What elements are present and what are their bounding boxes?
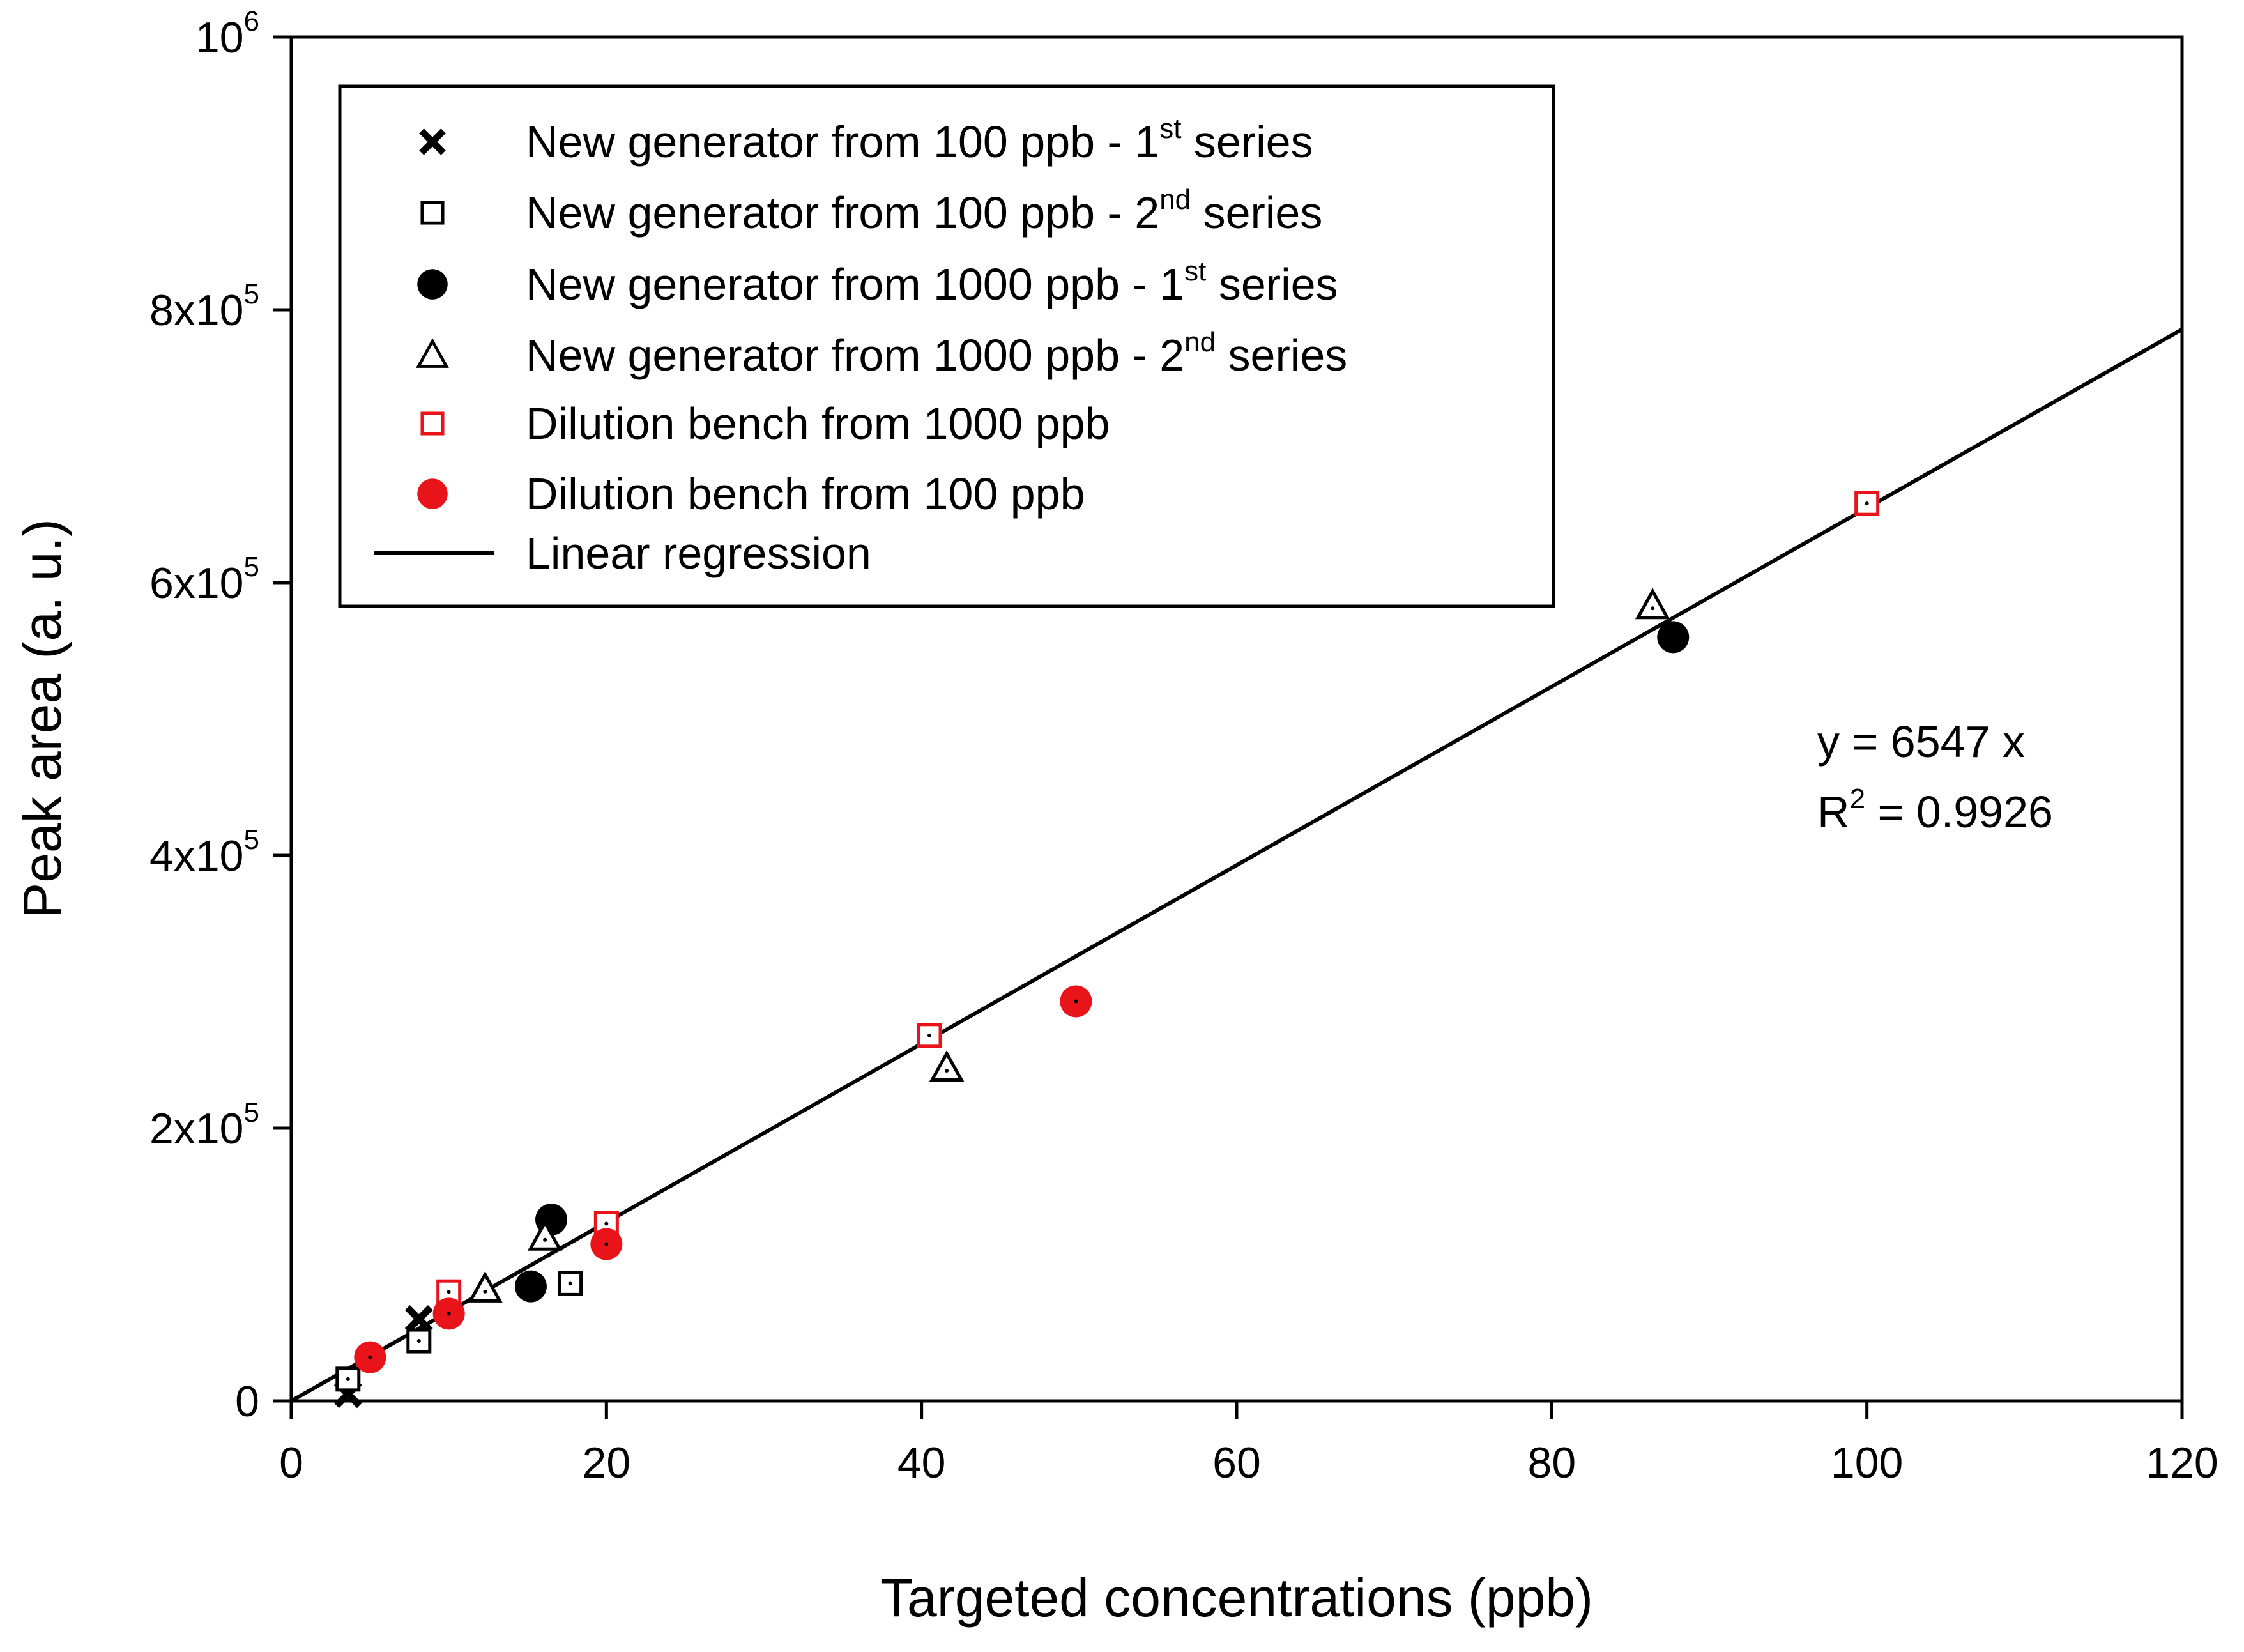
- series-6: [354, 985, 1092, 1373]
- x-tick-label: 100: [1831, 1439, 1903, 1487]
- data-points: [333, 491, 1880, 1409]
- legend-marker: [417, 478, 448, 509]
- x-tick-label: 80: [1528, 1439, 1576, 1487]
- y-tick-label-exponent: 5: [244, 279, 259, 310]
- data-point: [335, 1366, 361, 1392]
- legend-label: New generator from 1000 ppb - 2nd series: [526, 326, 1347, 380]
- data-point: [1060, 985, 1092, 1018]
- series-2: [335, 1271, 583, 1392]
- r-squared-text: R2 = 0.9926: [1817, 783, 2053, 837]
- y-tick-label-base: 2x10: [149, 1105, 243, 1153]
- y-tick-label-base: 4x10: [149, 832, 243, 880]
- series-4: [468, 588, 1670, 1303]
- y-tick-label-exponent: 6: [244, 6, 259, 37]
- data-point: [1657, 621, 1690, 654]
- series-3: [514, 621, 1690, 1303]
- legend-label: Dilution bench from 1000 ppb: [526, 399, 1110, 448]
- y-tick-label: 4x105: [149, 824, 259, 880]
- legend-label: New generator from 100 ppb - 1st series: [526, 113, 1313, 167]
- x-tick-label: 20: [583, 1439, 631, 1487]
- data-point: [917, 1023, 942, 1048]
- x-tick-label: 60: [1212, 1439, 1261, 1487]
- data-point: [590, 1228, 623, 1260]
- data-point: [1635, 588, 1670, 620]
- legend-marker: [420, 201, 445, 225]
- r-squared-value: = 0.9926: [1865, 787, 2053, 837]
- x-tick-label: 120: [2146, 1439, 2218, 1487]
- x-axis-title: Targeted concentrations (ppb): [880, 1568, 1593, 1628]
- legend-marker: [416, 338, 449, 368]
- equation-text: y = 6547 x: [1817, 717, 2025, 767]
- legend: New generator from 100 ppb - 1st series N…: [338, 84, 1555, 608]
- y-tick-label-exponent: 5: [244, 824, 259, 855]
- y-tick-label-base: 6x10: [149, 559, 243, 608]
- y-tick-label-exponent: 5: [244, 551, 259, 583]
- y-tick-label: 0: [235, 1377, 259, 1426]
- data-point: [468, 1271, 503, 1303]
- legend-box: [338, 84, 1555, 608]
- r-squared-superscript: 2: [1850, 783, 1865, 815]
- y-tick-label-exponent: 5: [244, 1097, 259, 1128]
- data-point: [404, 1305, 433, 1333]
- legend-marker: [420, 411, 445, 436]
- data-point: [406, 1328, 432, 1354]
- y-tick-label-base: 8x10: [149, 286, 243, 335]
- y-tick-label: 2x105: [149, 1097, 259, 1153]
- x-axis-ticks: 0 20 40 60 80 100 120: [279, 1401, 2218, 1487]
- y-tick-label-base: 10: [195, 13, 244, 62]
- legend-marker: [419, 128, 446, 155]
- y-axis-title: Peak area (a. u.): [12, 519, 72, 919]
- x-tick-label: 40: [897, 1439, 946, 1487]
- data-point: [514, 1270, 547, 1303]
- legend-label: Dilution bench from 100 ppb: [526, 469, 1085, 519]
- legend-marker: [417, 269, 448, 300]
- data-point: [929, 1050, 965, 1082]
- legend-label: New generator from 100 ppb - 2nd series: [526, 184, 1322, 238]
- legend-label: New generator from 1000 ppb - 1st series: [526, 256, 1338, 309]
- data-point: [527, 1219, 563, 1251]
- y-tick-label: 6x105: [149, 551, 259, 608]
- y-tick-label-base: 0: [235, 1377, 259, 1426]
- legend-label: Linear regression: [526, 528, 871, 578]
- data-point: [432, 1297, 465, 1330]
- y-tick-label: 8x105: [149, 279, 259, 335]
- r-squared-label: R: [1817, 787, 1850, 837]
- y-tick-label: 106: [195, 6, 259, 62]
- data-point: [558, 1271, 583, 1296]
- data-point: [1854, 491, 1880, 516]
- data-point: [354, 1341, 386, 1373]
- x-tick-label: 0: [279, 1439, 303, 1487]
